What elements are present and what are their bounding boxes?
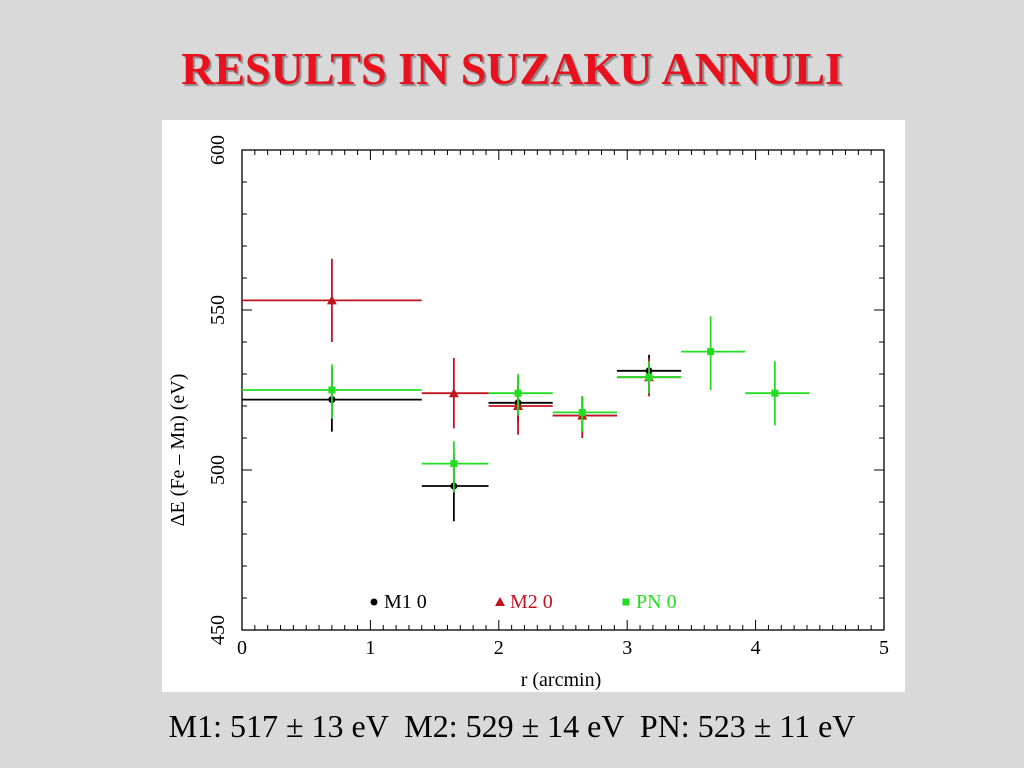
x-axis-label: r (arcmin) <box>521 669 602 691</box>
series-m1-0 <box>242 354 682 522</box>
legend-entry: PN 0 <box>622 591 677 613</box>
legend-marker <box>622 598 630 606</box>
data-point <box>450 460 458 468</box>
data-point <box>771 389 779 397</box>
legend-marker <box>495 597 505 606</box>
legend-entry: M2 0 <box>495 591 553 613</box>
y-tick-label: 450 <box>207 615 229 645</box>
series-m2-0 <box>242 258 682 438</box>
data-point <box>514 389 522 397</box>
y-tick-label: 600 <box>207 135 229 165</box>
summary-text: M1: 517 ± 13 eV M2: 529 ± 14 eV PN: 523 … <box>168 708 856 744</box>
x-tick-label: 1 <box>365 637 375 659</box>
x-tick-label: 4 <box>751 637 761 659</box>
data-point <box>578 408 586 416</box>
x-tick-label: 3 <box>622 637 632 659</box>
legend-label: M2 0 <box>510 591 553 613</box>
y-tick-label: 550 <box>207 295 229 325</box>
plot-panel: 0 1 2 3 4 5 450 500 550 600 r (arcmin) ΔE (Fe – M… <box>162 120 905 692</box>
slide-title: RESULTS IN SUZAKU ANNULI <box>181 43 843 94</box>
legend-entry: M1 0 <box>370 591 427 613</box>
legend-marker <box>370 598 378 606</box>
legend: M1 0 M2 0 PN 0 <box>370 591 677 613</box>
data-point <box>448 388 459 398</box>
x-tick-label: 5 <box>879 637 889 659</box>
x-tick-label: 2 <box>494 637 504 659</box>
data-point <box>326 295 337 305</box>
x-tick-label: 0 <box>237 637 247 659</box>
y-axis-label: ΔE (Fe – Mn) (eV) <box>167 374 189 527</box>
chart-marks <box>242 258 810 522</box>
data-point <box>328 386 336 394</box>
y-tick-label: 500 <box>207 455 229 485</box>
legend-label: M1 0 <box>384 591 427 613</box>
axes: 0 1 2 3 4 5 450 500 550 600 <box>207 135 889 659</box>
legend-label: PN 0 <box>636 591 677 613</box>
series-pn-0 <box>242 316 810 493</box>
data-point <box>645 373 653 381</box>
chart-svg: 0 1 2 3 4 5 450 500 550 600 r (arcmin) ΔE (Fe – M… <box>167 135 889 691</box>
data-point <box>707 348 715 356</box>
